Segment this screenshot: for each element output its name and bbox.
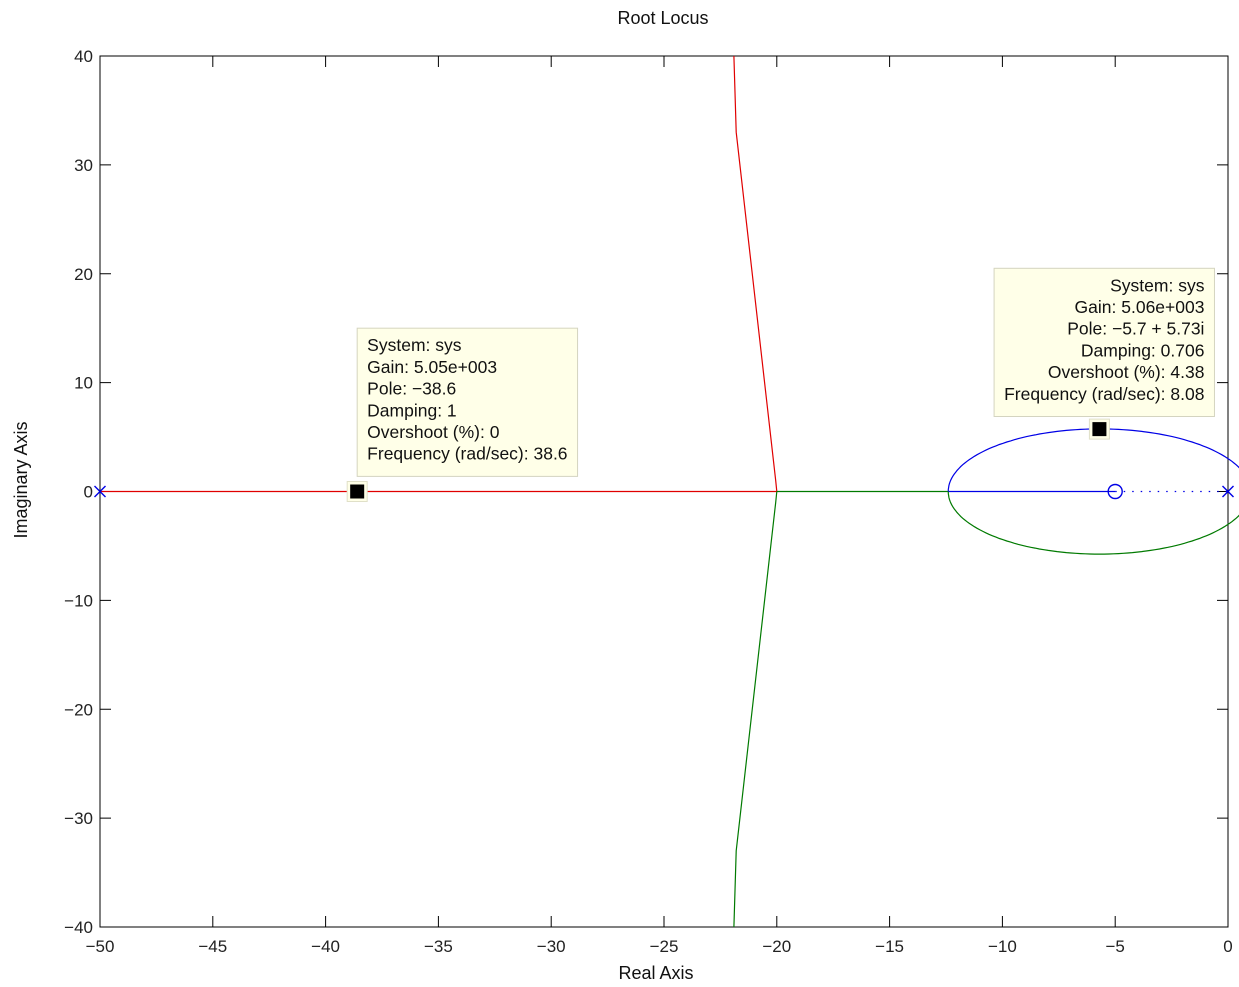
locus-branch-red bbox=[100, 55, 778, 493]
locus-branch-green bbox=[947, 491, 1239, 555]
y-tick-label: 40 bbox=[74, 47, 93, 66]
datatip-box bbox=[993, 267, 1215, 418]
chart-title: Root Locus bbox=[617, 8, 708, 28]
y-tick-label: −20 bbox=[64, 700, 93, 719]
y-tick-label: 0 bbox=[84, 483, 93, 502]
datatip-line: System: sys bbox=[367, 335, 462, 355]
datatip-line: Frequency (rad/sec): 38.6 bbox=[367, 444, 567, 464]
locus-branch-green bbox=[733, 491, 778, 928]
x-tick-label: −30 bbox=[537, 937, 566, 956]
datatip-marker[interactable] bbox=[1092, 422, 1107, 437]
x-tick-label: −15 bbox=[875, 937, 904, 956]
datatip-marker[interactable] bbox=[350, 484, 365, 499]
y-tick-label: 20 bbox=[74, 265, 93, 284]
datatip-line: Damping: 0.706 bbox=[1081, 340, 1205, 360]
y-tick-label: −40 bbox=[64, 918, 93, 937]
datatip-line: Gain: 5.06e+003 bbox=[1075, 297, 1205, 317]
x-tick-label: −50 bbox=[86, 937, 115, 956]
x-tick-label: 0 bbox=[1223, 937, 1232, 956]
datatip-line: System: sys bbox=[1110, 275, 1205, 295]
x-tick-label: −5 bbox=[1106, 937, 1125, 956]
y-tick-label: 30 bbox=[74, 156, 93, 175]
x-tick-label: −10 bbox=[988, 937, 1017, 956]
pole-zero-markers bbox=[94, 483, 1234, 500]
x-tick-label: −25 bbox=[650, 937, 679, 956]
datatip-line: Overshoot (%): 4.38 bbox=[1048, 362, 1205, 382]
y-tick-label: −30 bbox=[64, 809, 93, 828]
y-axis-label: Imaginary Axis bbox=[11, 421, 31, 538]
datatip-line: Gain: 5.05e+003 bbox=[367, 357, 497, 377]
x-axis-label: Real Axis bbox=[618, 963, 693, 983]
x-tick-label: −40 bbox=[311, 937, 340, 956]
locus-branches bbox=[100, 55, 1239, 928]
y-tick-label: 10 bbox=[74, 374, 93, 393]
pole-marker bbox=[94, 485, 106, 498]
datatip-line: Pole: −38.6 bbox=[367, 379, 456, 399]
pole-marker bbox=[1222, 485, 1234, 498]
axis-ticks: −50 −45 −40 −35 −30 −25 −20 −15 −10 −5 0−40−30−20−… bbox=[64, 47, 1233, 956]
datatip-line: Overshoot (%): 0 bbox=[367, 422, 500, 442]
y-tick-label: −10 bbox=[64, 591, 93, 610]
datatip-line: Frequency (rad/sec): 8.08 bbox=[1004, 384, 1204, 404]
x-tick-label: −20 bbox=[762, 937, 791, 956]
zero-marker bbox=[1107, 483, 1123, 500]
x-tick-label: −45 bbox=[198, 937, 227, 956]
datatip-line: Pole: −5.7 + 5.73i bbox=[1067, 319, 1204, 339]
x-tick-label: −35 bbox=[424, 937, 453, 956]
datatip-line: Damping: 1 bbox=[367, 400, 457, 420]
datatip-box bbox=[356, 327, 579, 477]
